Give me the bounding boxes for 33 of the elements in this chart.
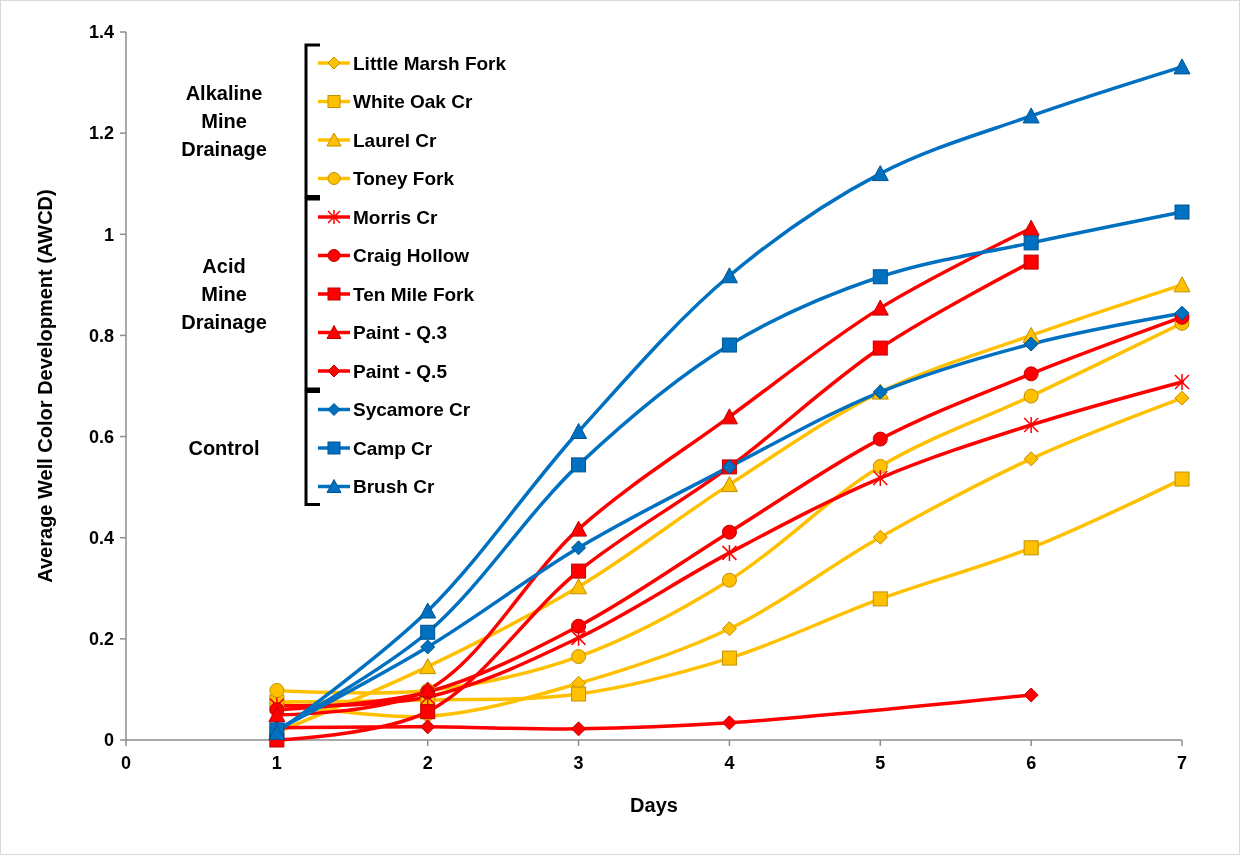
x-tick-label: 4: [724, 753, 735, 773]
legend-label: Ten Mile Fork: [353, 283, 475, 305]
x-tick-label: 0: [120, 753, 132, 773]
legend-label: Morris Cr: [353, 206, 439, 228]
legend-label: Toney Fork: [353, 168, 455, 190]
legend-label: Sycamore Cr: [353, 399, 471, 421]
annotation: Acid Mine Drainage: [181, 255, 267, 333]
x-tick-label: 7: [1176, 753, 1188, 773]
legend-label: Craig Hollow: [353, 245, 470, 267]
y-tick-label: 1.2: [88, 123, 114, 144]
legend-label: Paint - Q.5: [353, 360, 448, 382]
y-tick-label: 0.4: [88, 528, 114, 549]
legend-label: Laurel Cr: [353, 129, 438, 151]
y-tick-label: 0.2: [88, 629, 114, 650]
x-tick-label: 6: [1026, 753, 1037, 773]
legend-label: Brush Cr: [353, 476, 435, 498]
legend-label: Little Marsh Fork: [353, 52, 507, 74]
x-tick-label: 5: [875, 753, 886, 773]
y-tick-label: 0.8: [88, 325, 114, 346]
y-axis-title: Average Well Color Development (AWCD): [34, 189, 56, 583]
legend-label: Paint - Q.3: [353, 322, 447, 344]
x-tick-label: 2: [422, 753, 433, 773]
x-tick-label: 1: [271, 753, 282, 773]
y-tick-label: 1: [103, 224, 114, 245]
annotation: Control: [188, 437, 260, 459]
annotation: Alkaline Mine Drainage: [181, 81, 267, 160]
y-tick-label: 0: [103, 730, 114, 751]
y-tick-label: 1.4: [88, 22, 114, 43]
legend-label: White Oak Cr: [353, 91, 473, 113]
x-tick-label: 3: [573, 753, 584, 773]
legend-label: Camp Cr: [353, 437, 433, 459]
y-tick-label: 0.6: [88, 426, 114, 447]
x-axis-title: Days: [630, 794, 678, 816]
